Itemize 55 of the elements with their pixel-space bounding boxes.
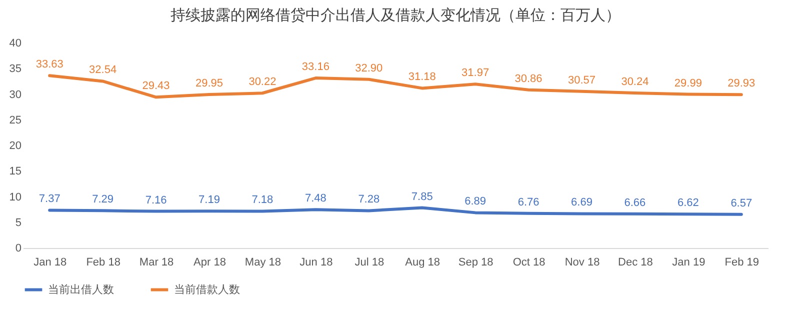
data-label: 30.22 — [248, 76, 276, 88]
x-tick-label: Nov 18 — [564, 256, 600, 268]
data-label: 6.62 — [677, 197, 699, 210]
data-label: 32.54 — [89, 64, 117, 76]
data-label: 29.93 — [728, 78, 756, 90]
data-label: 6.76 — [518, 196, 540, 208]
data-label: 7.29 — [92, 194, 114, 206]
legend-label: 当前借款人数 — [174, 284, 240, 296]
chart-title: 持续披露的网络借贷中介出借人及借款人变化情况（单位：百万人） — [170, 7, 620, 24]
data-label: 7.18 — [252, 194, 274, 206]
x-tick-label: Jan 18 — [34, 256, 67, 268]
data-label: 7.19 — [198, 194, 220, 206]
data-label: 7.28 — [358, 194, 380, 206]
y-tick-label: 40 — [9, 38, 22, 50]
data-label: 33.63 — [36, 58, 64, 71]
data-label: 29.99 — [674, 77, 702, 90]
x-tick-label: Mar 18 — [139, 256, 174, 268]
x-tick-label: Feb 19 — [724, 256, 760, 268]
x-tick-label: Dec 18 — [618, 256, 653, 268]
y-tick-label: 25 — [9, 114, 22, 126]
data-label: 6.69 — [571, 196, 592, 209]
x-tick-label: Apr 18 — [194, 256, 226, 268]
x-tick-label: Jan 19 — [672, 256, 706, 268]
data-label: 30.24 — [621, 76, 649, 88]
x-tick-label: Aug 18 — [405, 256, 440, 268]
data-label: 7.37 — [38, 193, 60, 206]
data-label: 29.95 — [195, 78, 224, 90]
data-label: 7.48 — [304, 192, 326, 205]
data-label: 30.86 — [514, 72, 542, 85]
data-label: 32.90 — [355, 62, 383, 74]
x-tick-label: Sep 18 — [458, 256, 494, 268]
x-tick-label: Feb 18 — [86, 256, 120, 268]
y-tick-label: 35 — [9, 63, 22, 76]
legend-label: 当前出借人数 — [48, 282, 114, 296]
y-tick-label: 0 — [15, 242, 22, 254]
x-tick-label: May 18 — [244, 256, 282, 268]
data-label: 33.16 — [302, 61, 330, 74]
y-tick-label: 15 — [9, 166, 22, 178]
x-tick-label: Jul 18 — [354, 256, 384, 268]
data-label: 30.57 — [568, 74, 596, 86]
data-label: 31.97 — [462, 67, 490, 80]
x-tick-label: Oct 18 — [512, 256, 546, 268]
data-label: 7.85 — [411, 190, 433, 203]
line-series — [48, 206, 743, 216]
data-label: 6.57 — [730, 197, 752, 210]
data-label: 6.89 — [464, 196, 486, 208]
x-tick-label: Jun 18 — [300, 256, 333, 268]
data-label: 7.16 — [145, 194, 167, 206]
y-tick-label: 10 — [9, 191, 22, 204]
y-tick-label: 30 — [9, 88, 22, 101]
data-label: 6.66 — [624, 196, 646, 209]
data-label: 31.18 — [408, 71, 436, 84]
data-label: 29.43 — [142, 80, 170, 92]
y-tick-label: 20 — [9, 140, 22, 152]
y-tick-label: 5 — [15, 216, 22, 229]
